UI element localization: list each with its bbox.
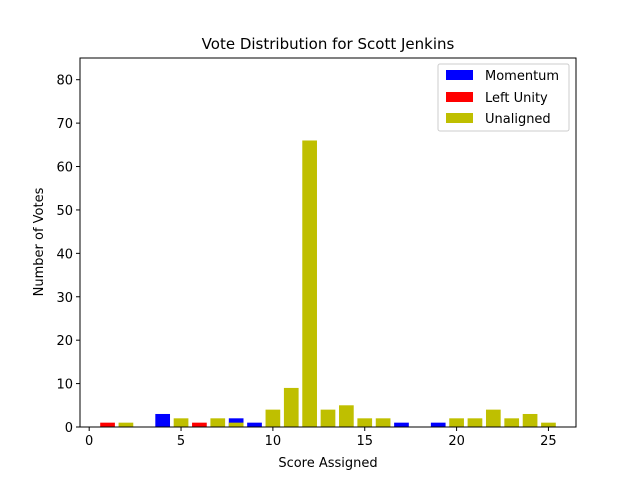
bar-unaligned-13 [320, 409, 336, 427]
x-axis-label: Score Assigned [278, 456, 377, 471]
bar-unaligned-2 [118, 422, 134, 427]
y-axis-label: Number of Votes [32, 187, 47, 296]
x-tick-label-0: 0 [85, 434, 93, 449]
bar-momentum-17 [394, 422, 409, 427]
y-tick-label-0: 0 [65, 421, 73, 436]
bar-momentum-4 [155, 413, 171, 427]
bar-unaligned-16 [375, 418, 391, 427]
bar-unaligned-7 [210, 418, 226, 427]
bar-unaligned-20 [449, 418, 464, 427]
bar-unaligned-10 [265, 409, 281, 427]
bar-unaligned-15 [357, 418, 373, 427]
bar-unaligned-11 [283, 387, 299, 427]
y-tick-label-10: 10 [56, 378, 73, 393]
x-tick-label-25: 25 [540, 434, 557, 449]
bars [100, 140, 556, 427]
y-axis-ticks: 0 10 20 30 40 50 60 70 80 [56, 74, 80, 436]
bar-unaligned-5 [173, 418, 189, 427]
x-tick-label-15: 15 [356, 434, 373, 449]
legend-swatch-unaligned [446, 113, 473, 123]
bar-unaligned-23 [504, 418, 520, 427]
bar-unaligned-22 [485, 409, 501, 427]
legend-label-unaligned: Unaligned [485, 112, 551, 127]
bar-unaligned-12 [302, 140, 317, 427]
x-tick-label-5: 5 [177, 434, 185, 449]
y-tick-label-80: 80 [56, 74, 73, 89]
y-tick-label-40: 40 [56, 247, 73, 262]
y-tick-label-20: 20 [56, 334, 73, 349]
legend-swatch-momentum [446, 70, 473, 80]
y-tick-label-30: 30 [56, 291, 73, 306]
bar-left-unity-1 [100, 422, 115, 427]
y-tick-label-50: 50 [56, 204, 73, 219]
y-tick-label-70: 70 [56, 117, 73, 132]
legend-swatch-left-unity [446, 92, 473, 102]
bar-unaligned-14 [339, 405, 354, 427]
legend-label-left-unity: Left Unity [485, 91, 548, 106]
plot-frame [79, 57, 577, 428]
x-axis-ticks: 0 5 10 15 20 25 [85, 427, 557, 449]
bar-unaligned-8 [228, 422, 244, 427]
legend: Momentum Left Unity Unaligned [437, 63, 570, 132]
bar-momentum-19 [430, 422, 446, 427]
x-tick-label-20: 20 [448, 434, 465, 449]
chart-title: Vote Distribution for Scott Jenkins [202, 35, 455, 53]
bar-unaligned-21 [467, 418, 483, 427]
legend-label-momentum: Momentum [485, 69, 559, 84]
bar-left-unity-6 [192, 422, 207, 427]
y-tick-label-60: 60 [56, 161, 73, 176]
bar-unaligned-24 [522, 413, 538, 427]
bar-momentum-9 [247, 422, 262, 427]
x-tick-label-10: 10 [265, 434, 282, 449]
bar-unaligned-25 [541, 422, 556, 427]
